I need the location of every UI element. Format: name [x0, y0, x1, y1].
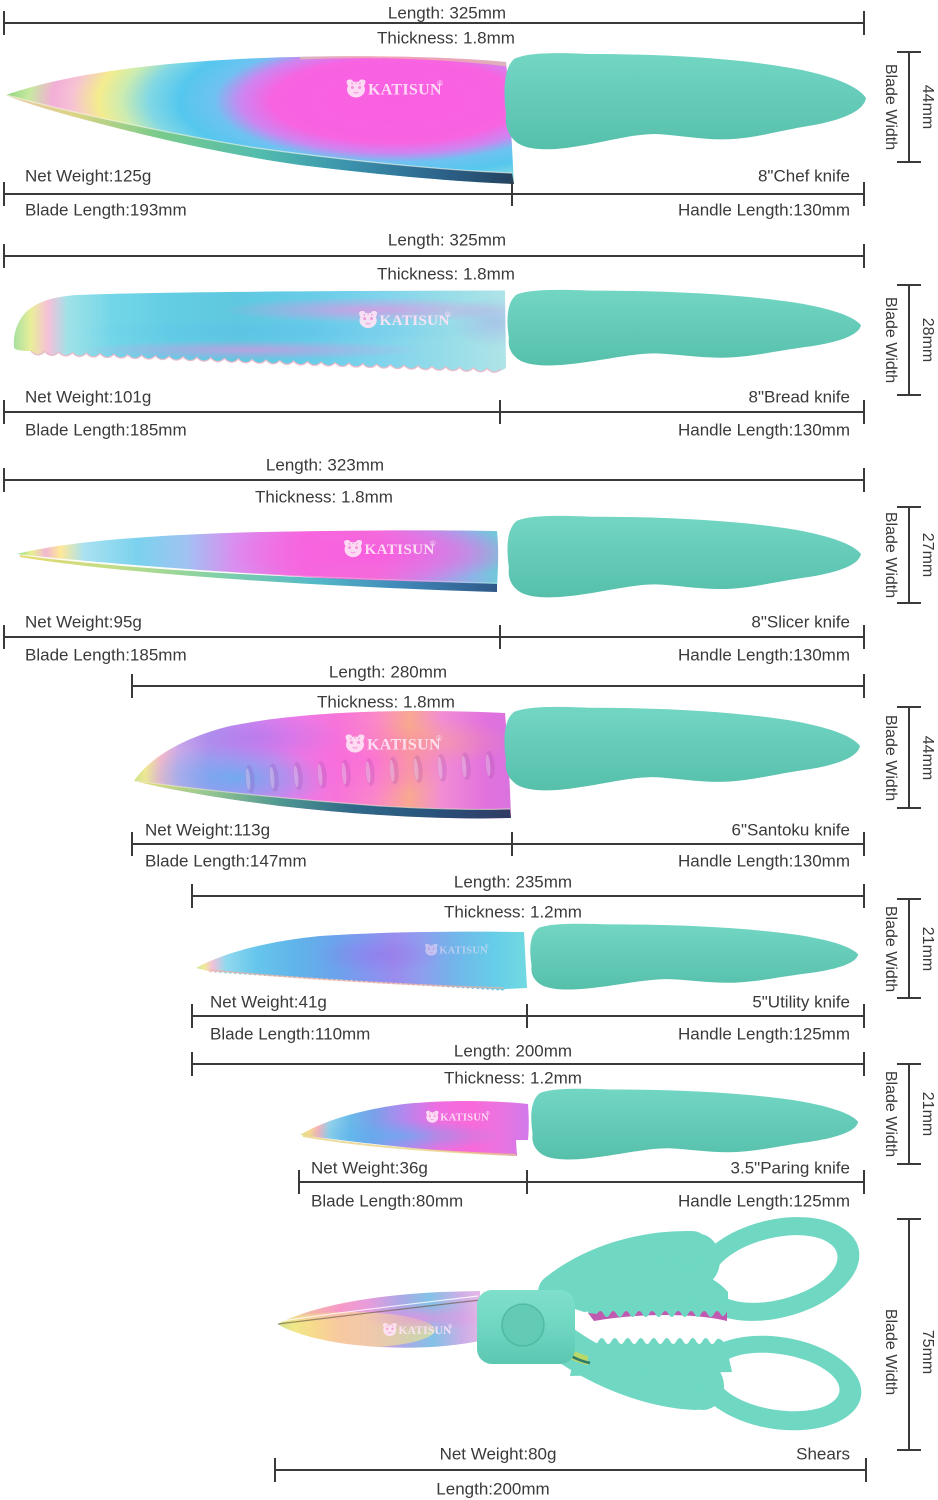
- svg-text:KATISUN: KATISUN: [368, 82, 442, 99]
- svg-text:®: ®: [485, 943, 489, 950]
- svg-text:®: ®: [436, 734, 442, 743]
- svg-text:KATISUN: KATISUN: [365, 541, 435, 558]
- svg-text:®: ®: [448, 1323, 453, 1330]
- svg-text:KATISUN: KATISUN: [439, 946, 488, 957]
- svg-text:®: ®: [430, 539, 436, 548]
- svg-text:KATISUN: KATISUN: [367, 737, 441, 754]
- svg-text:KATISUN: KATISUN: [440, 1113, 489, 1124]
- svg-text:®: ®: [486, 1110, 490, 1117]
- svg-text:®: ®: [445, 310, 451, 319]
- svg-text:KATISUN: KATISUN: [398, 1325, 452, 1337]
- svg-text:KATISUN: KATISUN: [380, 312, 450, 329]
- svg-text:®: ®: [437, 79, 443, 88]
